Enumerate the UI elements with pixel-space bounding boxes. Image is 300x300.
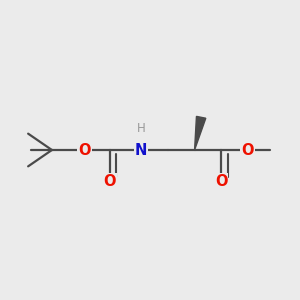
Text: O: O	[103, 174, 116, 189]
Polygon shape	[195, 116, 206, 150]
Text: H: H	[137, 122, 146, 135]
Text: N: N	[135, 142, 147, 158]
Text: O: O	[215, 174, 228, 189]
Text: O: O	[78, 142, 91, 158]
Text: O: O	[241, 142, 254, 158]
